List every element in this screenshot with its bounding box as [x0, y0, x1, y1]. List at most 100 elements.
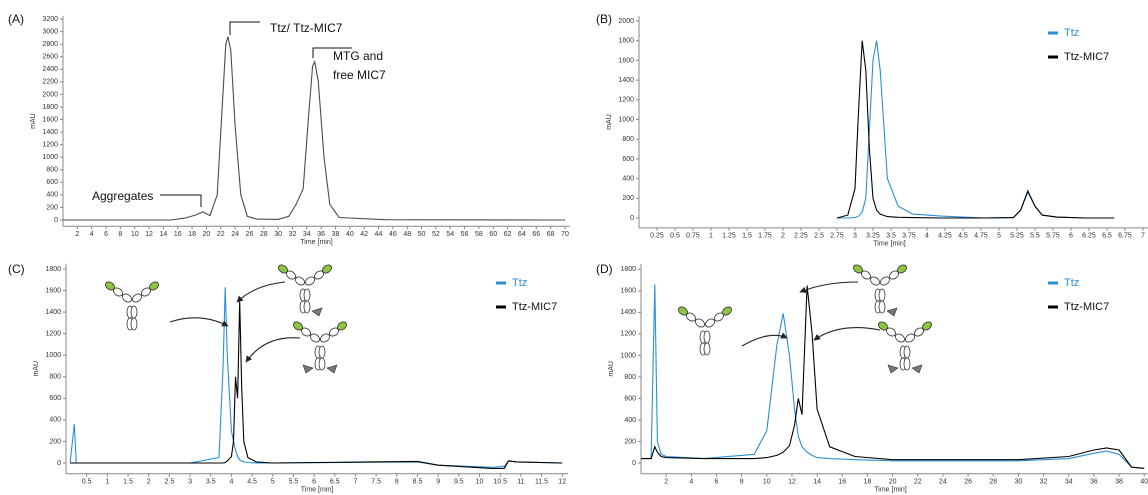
x-tick-label: 4.5 — [247, 479, 257, 486]
legend-label: Ttz — [1064, 27, 1079, 39]
y-axis-label: mAU — [30, 113, 37, 129]
y-tick-label: 0 — [630, 215, 634, 222]
antibody-domain — [705, 318, 715, 328]
antibody-icon — [105, 281, 159, 331]
y-tick-label: 1800 — [620, 266, 636, 273]
antibody-domain — [310, 333, 320, 343]
y-tick-label: 600 — [622, 156, 634, 163]
trace — [641, 284, 1145, 469]
x-tick-label: 50 — [418, 231, 426, 238]
x-tick-label: 7 — [1141, 233, 1145, 240]
antibody-domain — [905, 333, 915, 343]
antibody-domain — [303, 300, 311, 314]
antibody-domain — [318, 357, 326, 371]
y-tick-label: 0 — [54, 217, 58, 224]
x-tick-label: 66 — [532, 231, 540, 238]
y-tick-label: 200 — [622, 195, 634, 202]
x-tick-label: 16 — [174, 231, 182, 238]
x-tick-label: 0.25 — [650, 233, 664, 240]
y-axis-label: mAU — [606, 114, 613, 130]
x-tick-label: 60 — [489, 231, 497, 238]
mic7 — [326, 364, 338, 374]
x-tick-label: 10 — [131, 231, 139, 238]
legend-label: Ttz-MIC7 — [1064, 51, 1109, 63]
x-axis-label: Time [min] — [874, 487, 906, 494]
antibody-icon — [853, 264, 907, 317]
y-axis-label: mAU — [608, 361, 615, 377]
x-tick-label: 0.75 — [686, 233, 700, 240]
y-tick-label: 1400 — [45, 309, 61, 316]
y-tick-label: 2600 — [42, 54, 58, 61]
antibody-domain — [305, 276, 315, 286]
y-tick-label: 2200 — [42, 79, 58, 86]
x-tick-label: 2.5 — [814, 233, 824, 240]
y-tick-label: 2000 — [618, 18, 634, 25]
x-tick-label: 20 — [889, 479, 897, 486]
x-tick-label: 30 — [274, 231, 282, 238]
antibody-domain — [149, 281, 159, 291]
x-tick-label: 3 — [188, 479, 192, 486]
antibody-domain — [853, 264, 863, 274]
x-tick-label: 11 — [517, 479, 524, 486]
x-tick-label: 20 — [203, 231, 211, 238]
x-tick-label: 58 — [475, 231, 483, 238]
x-axis-label: Time [min] — [300, 239, 332, 246]
x-tick-label: 5.25 — [1010, 233, 1024, 240]
x-tick-label: 4.5 — [958, 233, 968, 240]
y-tick-label: 1000 — [45, 352, 61, 359]
x-tick-label: 40 — [1140, 479, 1148, 486]
y-axis-label: mAU — [33, 361, 40, 377]
annotation: Ttz/ Ttz-MIC7 — [270, 21, 343, 35]
antibody-domain — [870, 276, 880, 286]
mic7 — [911, 364, 923, 374]
y-tick-label: 2400 — [42, 66, 58, 73]
x-tick-label: 8.5 — [413, 479, 423, 486]
x-tick-label: 56 — [461, 231, 469, 238]
x-tick-label: 4 — [689, 479, 693, 486]
x-tick-label: 7.5 — [371, 479, 381, 486]
y-tick-label: 3200 — [42, 16, 58, 23]
arrow — [236, 281, 286, 303]
x-tick-label: 2 — [75, 231, 79, 238]
legend-label: Ttz — [1064, 277, 1079, 289]
x-tick-label: 14 — [159, 231, 167, 238]
y-tick-label: 1400 — [620, 309, 636, 316]
y-tick-label: 3000 — [42, 28, 58, 35]
antibody-domain — [695, 318, 705, 328]
y-tick-label: 1800 — [42, 104, 58, 111]
y-tick-label: 800 — [622, 136, 634, 143]
x-tick-label: 2.25 — [794, 233, 808, 240]
y-tick-label: 200 — [624, 438, 636, 445]
x-tick-label: 42 — [360, 231, 368, 238]
x-tick-label: 22 — [914, 479, 922, 486]
mic7 — [886, 307, 898, 317]
annotation-bracket — [229, 21, 260, 35]
antibody-domain — [895, 333, 905, 343]
panel-label: (A) — [8, 12, 24, 26]
y-tick-label: 2800 — [42, 41, 58, 48]
annotation-bracket — [312, 47, 352, 58]
x-tick-label: 10 — [763, 479, 771, 486]
x-tick-label: 70 — [561, 231, 569, 238]
arrow — [799, 281, 859, 293]
x-tick-label: 5 — [271, 479, 275, 486]
x-tick-label: 5.5 — [289, 479, 299, 486]
x-tick-label: 16 — [838, 479, 846, 486]
y-tick-label: 1600 — [45, 287, 61, 294]
x-axis-label: Time [min] — [301, 487, 333, 494]
y-tick-label: 600 — [46, 179, 58, 186]
arrow — [245, 337, 301, 363]
antibody-domain — [878, 321, 888, 331]
trace — [641, 285, 1145, 469]
antibody-domain — [105, 281, 115, 291]
y-tick-label: 400 — [46, 192, 58, 199]
mic7 — [887, 364, 899, 374]
y-tick-label: 1200 — [45, 331, 61, 338]
x-tick-label: 36 — [1090, 479, 1098, 486]
y-tick-label: 1800 — [45, 266, 61, 273]
y-tick-label: 1000 — [42, 154, 58, 161]
antibody-domain — [878, 288, 886, 302]
antibody-domain — [337, 321, 347, 331]
antibody-domain — [722, 306, 732, 316]
